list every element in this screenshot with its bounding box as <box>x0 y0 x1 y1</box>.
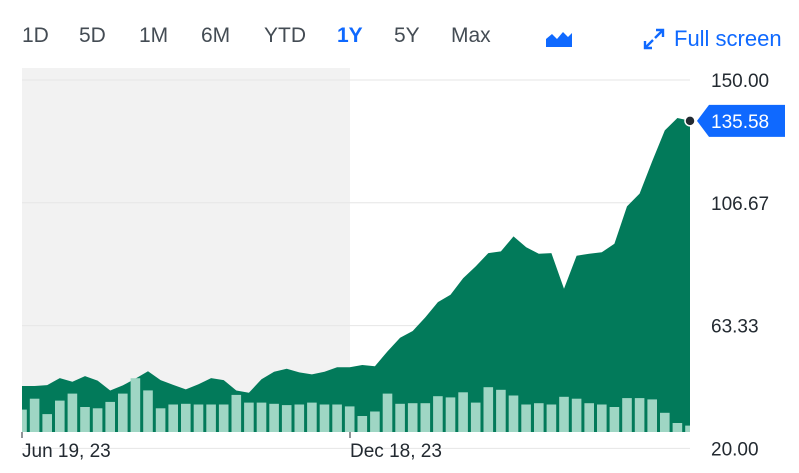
volume-bar <box>420 403 431 432</box>
volume-bar <box>22 409 27 432</box>
volume-bar <box>534 403 544 432</box>
volume-bar <box>55 400 65 432</box>
volume-bar <box>521 404 531 432</box>
chart-toolbar: 1D 5D 1M 6M YTD 1Y 5Y Max Full screen <box>0 0 799 72</box>
range-button-1y[interactable]: 1Y <box>337 24 363 47</box>
volume-bar <box>193 404 204 432</box>
volume-bar <box>118 393 128 432</box>
volume-bar <box>433 396 443 432</box>
x-tick-label: Jun 19, 23 <box>22 441 111 462</box>
volume-bar <box>622 398 632 432</box>
volume-bar <box>344 406 355 432</box>
volume-bar <box>660 412 670 432</box>
volume-bar <box>130 378 141 432</box>
volume-bar <box>571 398 582 432</box>
volume-bar <box>584 403 594 432</box>
volume-bar <box>559 396 569 432</box>
range-button-1d[interactable]: 1D <box>22 24 49 47</box>
last-price-label: 135.58 <box>711 112 769 133</box>
volume-bar <box>445 397 456 432</box>
y-tick-label: 150.00 <box>711 71 769 92</box>
range-button-1m[interactable]: 1M <box>139 24 169 47</box>
range-button-5y[interactable]: 5Y <box>394 24 420 47</box>
volume-bar <box>382 393 393 432</box>
volume-bar <box>634 398 645 432</box>
range-button-max[interactable]: Max <box>451 24 491 47</box>
volume-bar <box>508 395 519 432</box>
volume-bar <box>395 403 405 432</box>
volume-bar <box>357 416 368 432</box>
volume-bar <box>597 404 607 432</box>
volume-bar <box>269 403 279 432</box>
volume-bar <box>332 404 342 432</box>
volume-bar <box>307 402 317 432</box>
volume-bar <box>647 399 657 432</box>
range-button-5d[interactable]: 5D <box>79 24 106 47</box>
last-price-badge <box>697 104 785 137</box>
volume-bar <box>29 398 40 432</box>
volume-bar <box>105 401 115 432</box>
volume-bar <box>181 403 191 432</box>
volume-bar <box>256 402 267 432</box>
expand-arrows-icon <box>643 28 665 50</box>
y-tick-label: 106.67 <box>711 194 769 215</box>
volume-bar <box>67 393 78 432</box>
volume-bar <box>168 404 178 432</box>
volume-bar <box>546 404 557 432</box>
volume-bar <box>483 387 494 432</box>
volume-bar <box>80 407 90 432</box>
volume-bar <box>685 425 690 432</box>
volume-bar <box>319 404 330 432</box>
volume-bar <box>294 404 305 432</box>
volume-bar <box>218 404 229 432</box>
volume-bar <box>92 408 103 432</box>
y-tick-label: 20.00 <box>711 439 759 460</box>
x-tick-label: Dec 18, 23 <box>350 441 442 462</box>
volume-bar <box>206 404 216 432</box>
last-price-marker <box>684 115 696 127</box>
volume-bar <box>244 402 254 432</box>
volume-bar <box>458 392 468 432</box>
volume-bar <box>370 411 380 432</box>
fullscreen-label: Full screen <box>674 26 782 51</box>
mountain-chart-icon[interactable] <box>544 27 574 51</box>
y-tick-label: 63.33 <box>711 317 759 338</box>
volume-bar <box>609 407 620 432</box>
volume-bar <box>470 402 481 432</box>
volume-bar <box>42 414 52 432</box>
volume-bar <box>672 423 683 432</box>
price-area-series <box>22 118 690 432</box>
volume-bar <box>231 394 242 432</box>
volume-bar <box>281 405 292 432</box>
range-button-ytd[interactable]: YTD <box>264 24 306 47</box>
range-button-6m[interactable]: 6M <box>201 24 231 47</box>
volume-bar <box>155 408 166 432</box>
volume-bar <box>143 390 153 432</box>
volume-bar <box>407 403 418 432</box>
volume-bar <box>496 389 506 432</box>
